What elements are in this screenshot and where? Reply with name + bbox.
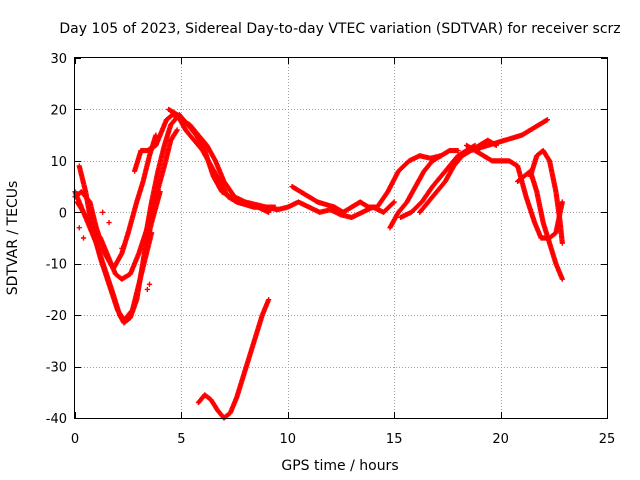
x-tick-label: 5 bbox=[177, 432, 185, 447]
data-point bbox=[76, 225, 82, 231]
x-tick-label: 15 bbox=[386, 432, 403, 447]
data-points bbox=[72, 106, 565, 421]
y-tick-label: 30 bbox=[50, 52, 67, 67]
data-point bbox=[100, 209, 106, 215]
data-point bbox=[559, 240, 565, 246]
data-point bbox=[174, 127, 180, 133]
x-tick-label: 0 bbox=[71, 432, 79, 447]
data-point bbox=[125, 230, 131, 236]
y-tick-label: 20 bbox=[50, 103, 67, 118]
x-axis-label: GPS time / hours bbox=[281, 458, 398, 474]
data-point bbox=[544, 117, 551, 123]
data-point bbox=[266, 297, 272, 303]
y-tick-label: 0 bbox=[59, 206, 67, 221]
x-tick-label: 25 bbox=[599, 432, 616, 447]
y-tick-label: -40 bbox=[46, 412, 67, 427]
y-axis-label: SDTVAR / TECUs bbox=[5, 181, 21, 296]
y-tick-label: -30 bbox=[46, 361, 67, 376]
data-point bbox=[144, 286, 150, 293]
data-point bbox=[455, 147, 461, 154]
data-point bbox=[119, 245, 125, 251]
data-point bbox=[80, 235, 87, 241]
y-tick-label: -10 bbox=[46, 258, 67, 273]
x-tick-label: 20 bbox=[492, 432, 509, 447]
x-tick-label: 10 bbox=[280, 432, 297, 447]
y-tick-label: 10 bbox=[50, 155, 67, 170]
y-tick-label: -20 bbox=[46, 309, 67, 324]
data-point bbox=[559, 199, 565, 205]
data-point bbox=[146, 281, 153, 287]
data-point bbox=[106, 219, 112, 226]
axis-ticks: 0 5 10 15 20 25 -40 -30 -20 -10 0 10 20 30 bbox=[46, 52, 616, 447]
data-point bbox=[559, 276, 565, 282]
data-point bbox=[89, 219, 95, 226]
data-point bbox=[391, 199, 397, 205]
chart-title: Day 105 of 2023, Sidereal Day-to-day VTE… bbox=[59, 21, 620, 37]
data-point bbox=[390, 200, 396, 206]
plot-frame bbox=[74, 57, 608, 419]
data-point bbox=[149, 230, 155, 236]
